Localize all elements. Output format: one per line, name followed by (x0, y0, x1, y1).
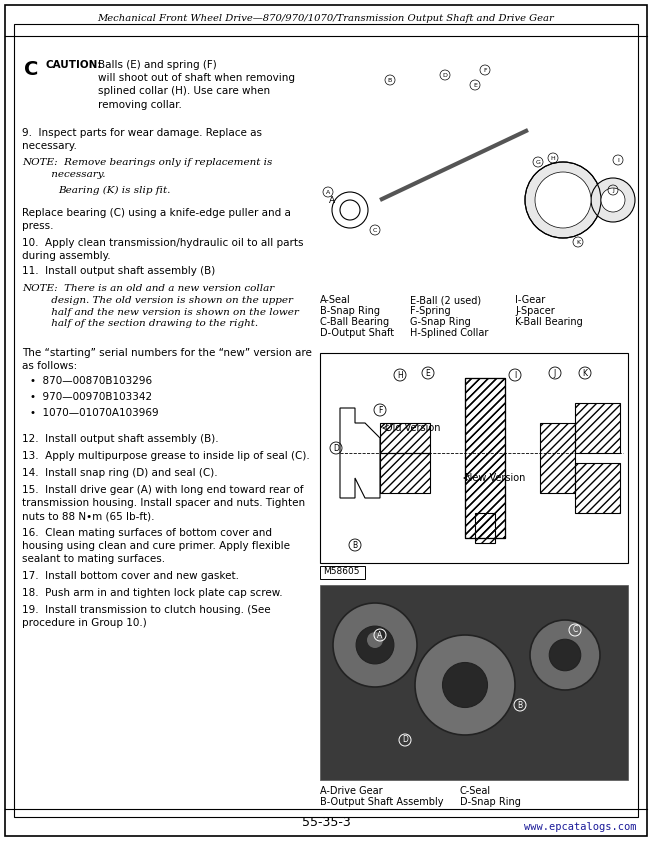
Text: The “starting” serial numbers for the “new” version are
as follows:: The “starting” serial numbers for the “n… (22, 348, 312, 371)
Text: D-Snap Ring: D-Snap Ring (460, 797, 521, 807)
Text: F-Spring: F-Spring (410, 306, 451, 316)
Text: A-Drive Gear: A-Drive Gear (320, 786, 383, 796)
Text: 12.  Install output shaft assembly (B).: 12. Install output shaft assembly (B). (22, 434, 218, 444)
Text: G-Snap Ring: G-Snap Ring (410, 317, 471, 327)
Text: Bearing (K) is slip fit.: Bearing (K) is slip fit. (58, 186, 170, 195)
Text: New Version: New Version (465, 473, 526, 483)
Circle shape (443, 663, 488, 707)
Text: K-Ball Bearing: K-Ball Bearing (515, 317, 583, 327)
Text: B-Output Shaft Assembly: B-Output Shaft Assembly (320, 797, 443, 807)
Bar (320, 566, 365, 579)
Text: 17.  Install bottom cover and new gasket.: 17. Install bottom cover and new gasket. (22, 571, 239, 581)
Text: I: I (514, 371, 516, 379)
Bar (475, 513, 495, 543)
Text: 9.  Inspect parts for wear damage. Replace as
necessary.: 9. Inspect parts for wear damage. Replac… (22, 128, 262, 151)
Text: 10.  Apply clean transmission/hydraulic oil to all parts
during assembly.: 10. Apply clean transmission/hydraulic o… (22, 238, 303, 262)
Bar (575, 463, 620, 513)
Text: D: D (402, 736, 408, 744)
Text: A: A (378, 631, 383, 639)
Bar (320, 60, 628, 290)
Bar (380, 423, 430, 453)
Text: B: B (388, 77, 392, 82)
Text: F: F (378, 405, 382, 415)
Text: F: F (483, 67, 487, 72)
Text: •  870—00870B103296: • 870—00870B103296 (30, 376, 152, 386)
Bar (465, 378, 505, 538)
Text: C: C (572, 626, 578, 634)
Text: www.epcatalogs.com: www.epcatalogs.com (524, 822, 636, 832)
Text: 13.  Apply multipurpose grease to inside lip of seal (C).: 13. Apply multipurpose grease to inside … (22, 451, 310, 461)
Text: 18.  Push arm in and tighten lock plate cap screw.: 18. Push arm in and tighten lock plate c… (22, 588, 282, 598)
Bar (320, 585, 628, 780)
Text: NOTE:  There is an old and a new version collar
         design. The old version: NOTE: There is an old and a new version … (22, 284, 299, 328)
Text: A: A (326, 189, 330, 194)
Text: Replace bearing (C) using a knife-edge puller and a
press.: Replace bearing (C) using a knife-edge p… (22, 208, 291, 231)
Text: G: G (535, 160, 541, 165)
Text: J-Spacer: J-Spacer (515, 306, 555, 316)
Text: K: K (576, 240, 580, 245)
Text: I: I (617, 157, 619, 162)
Bar (465, 378, 505, 538)
Text: C: C (373, 228, 378, 232)
Circle shape (530, 620, 600, 690)
Text: H-Splined Collar: H-Splined Collar (410, 328, 488, 338)
Text: 19.  Install transmission to clutch housing. (See
procedure in Group 10.): 19. Install transmission to clutch housi… (22, 605, 271, 628)
Text: K: K (582, 368, 587, 378)
Text: D-Output Shaft: D-Output Shaft (320, 328, 394, 338)
Text: •  970—00970B103342: • 970—00970B103342 (30, 392, 152, 402)
Text: 16.  Clean mating surfaces of bottom cover and
housing using clean and cure prim: 16. Clean mating surfaces of bottom cove… (22, 528, 290, 564)
Text: B-Snap Ring: B-Snap Ring (320, 306, 380, 316)
Text: H: H (397, 371, 403, 379)
Text: D: D (333, 443, 339, 452)
Text: C-Ball Bearing: C-Ball Bearing (320, 317, 389, 327)
Text: B: B (353, 541, 357, 549)
Text: Mechanical Front Wheel Drive—870/970/1070/Transmission Output Shaft and Drive Ge: Mechanical Front Wheel Drive—870/970/107… (98, 13, 554, 23)
Text: NOTE:  Remove bearings only if replacement is
         necessary.: NOTE: Remove bearings only if replacemen… (22, 158, 273, 179)
Text: 15.  Install drive gear (A) with long end toward rear of
transmission housing. I: 15. Install drive gear (A) with long end… (22, 485, 305, 521)
Text: D: D (443, 72, 447, 77)
Text: A: A (329, 195, 335, 204)
Circle shape (525, 162, 601, 238)
Text: A-Seal: A-Seal (320, 295, 351, 305)
Circle shape (333, 603, 417, 687)
Circle shape (415, 635, 515, 735)
Bar (465, 378, 505, 538)
Text: B: B (518, 701, 522, 710)
Circle shape (601, 188, 625, 212)
Circle shape (367, 632, 383, 648)
Text: E: E (426, 368, 430, 378)
Text: Old Version: Old Version (385, 423, 441, 433)
Circle shape (535, 172, 591, 228)
Text: I-Gear: I-Gear (515, 295, 545, 305)
Text: •  1070—01070A103969: • 1070—01070A103969 (30, 408, 158, 418)
Text: Balls (E) and spring (F)
will shoot out of shaft when removing
splined collar (H: Balls (E) and spring (F) will shoot out … (98, 60, 295, 109)
Text: M58605: M58605 (323, 567, 359, 576)
Text: CAUTION:: CAUTION: (46, 60, 102, 70)
Circle shape (356, 626, 394, 664)
Text: 55-35-3: 55-35-3 (302, 817, 350, 829)
Circle shape (549, 639, 581, 671)
Text: C-Seal: C-Seal (460, 786, 491, 796)
Bar (320, 353, 628, 563)
Text: E: E (473, 82, 477, 87)
Polygon shape (340, 408, 380, 498)
Bar (575, 403, 620, 453)
Bar (540, 423, 575, 493)
Text: J: J (612, 188, 614, 193)
Bar (380, 453, 430, 493)
Text: 11.  Install output shaft assembly (B): 11. Install output shaft assembly (B) (22, 266, 215, 276)
Text: H: H (551, 156, 556, 161)
Text: 14.  Install snap ring (D) and seal (C).: 14. Install snap ring (D) and seal (C). (22, 468, 218, 478)
Text: E-Ball (2 used): E-Ball (2 used) (410, 295, 481, 305)
Text: C: C (24, 60, 38, 79)
Text: J: J (554, 368, 556, 378)
Circle shape (591, 178, 635, 222)
